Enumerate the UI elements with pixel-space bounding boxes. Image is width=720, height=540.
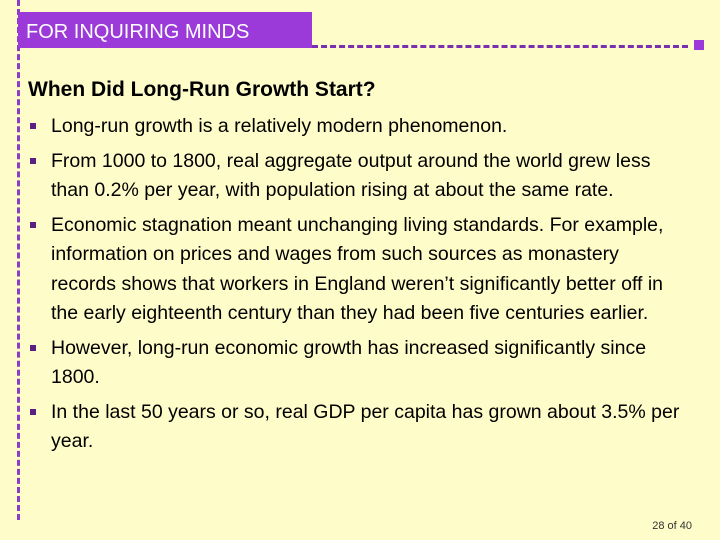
slide-title: When Did Long-Run Growth Start? bbox=[28, 78, 376, 101]
bullet-text: In the last 50 years or so, real GDP per… bbox=[51, 400, 680, 453]
bullet-list: Long-run growth is a relatively modern p… bbox=[28, 112, 688, 462]
bullet-marker bbox=[30, 344, 36, 351]
bullet-text: However, long-run economic growth has in… bbox=[51, 336, 647, 389]
bullet-item: From 1000 to 1800, real aggregate output… bbox=[28, 147, 688, 206]
page-number: 28 of 40 bbox=[652, 520, 692, 532]
left-dashed-rule bbox=[17, 0, 20, 520]
bullet-marker bbox=[30, 221, 36, 228]
header-label: FOR INQUIRING MINDS bbox=[18, 12, 312, 48]
bullet-marker bbox=[30, 157, 36, 164]
bullet-marker bbox=[30, 123, 36, 129]
bullet-text: From 1000 to 1800, real aggregate output… bbox=[51, 149, 651, 202]
bullet-text: Economic stagnation meant unchanging liv… bbox=[51, 213, 664, 325]
bullet-item: However, long-run economic growth has in… bbox=[28, 334, 688, 393]
bullet-item: Economic stagnation meant unchanging liv… bbox=[28, 211, 688, 329]
bullet-marker bbox=[30, 408, 36, 415]
bullet-text: Long-run growth is a relatively modern p… bbox=[51, 115, 508, 137]
header-square bbox=[694, 40, 704, 50]
bullet-item: Long-run growth is a relatively modern p… bbox=[28, 112, 688, 142]
header-dashed-rule bbox=[312, 45, 688, 48]
bullet-item: In the last 50 years or so, real GDP per… bbox=[28, 398, 688, 457]
